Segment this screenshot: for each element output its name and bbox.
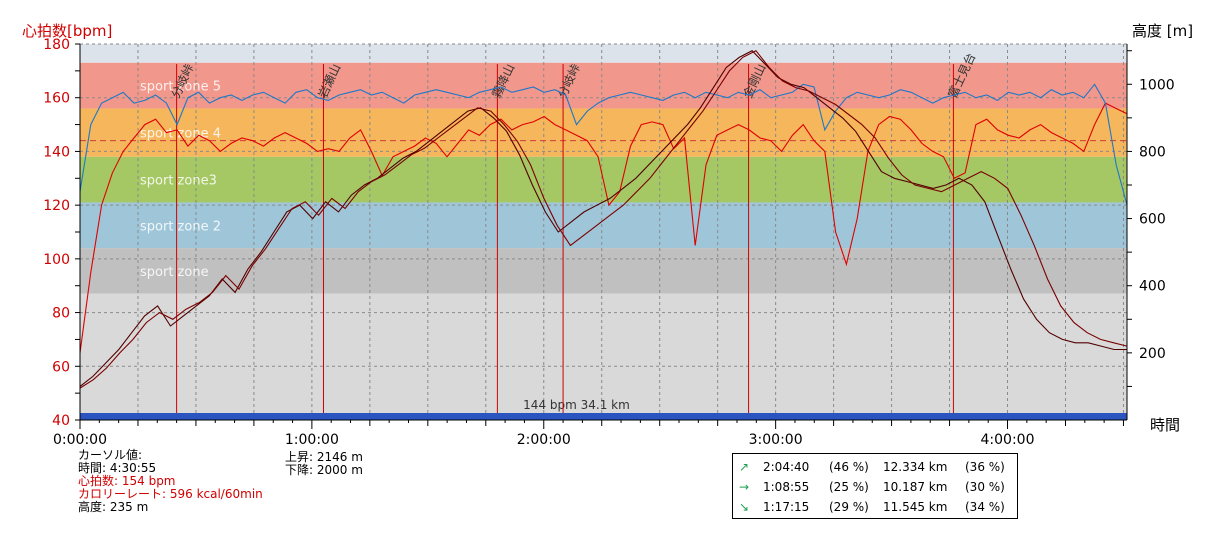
avg-label: 144 bpm 34.1 km — [523, 398, 630, 412]
cursor-info: カーソル値: 時間: 4:30:55 心拍数: 154 bpm カロリーレート:… — [78, 449, 263, 514]
series-line — [79, 50, 1128, 389]
y-tick-label-right: 800 — [1139, 144, 1166, 160]
stats-dpct: (36 %) — [965, 460, 1005, 474]
stats-arrow: ↗ — [739, 460, 750, 474]
stats-dpct: (34 %) — [965, 500, 1005, 514]
bottom-bar — [80, 413, 1127, 420]
series-line — [79, 102, 1128, 353]
zone-label: sport zone 2 — [140, 219, 221, 234]
zone-band — [80, 202, 1127, 249]
band-below-zones — [80, 293, 1127, 420]
descent-value: 下降: 2000 m — [285, 463, 363, 477]
y-tick-label-left: 160 — [43, 91, 70, 107]
heart-rate-value: 心拍数: 154 bpm — [78, 474, 176, 488]
series-line — [79, 83, 1128, 206]
y-tick-label-left: 120 — [43, 198, 70, 214]
stats-pct: (29 %) — [829, 500, 869, 514]
altitude-value: 高度: 235 m — [78, 500, 149, 514]
stats-dist: 11.545 km — [883, 500, 948, 514]
grid-lines: 144 bpm 34.1 km — [80, 43, 1127, 421]
series-lines — [79, 50, 1128, 389]
x-tick-label: 0:00:00 — [53, 432, 107, 448]
y-tick-label-left: 140 — [43, 144, 70, 160]
stats-row: → 1:08:55 (25 %) 10.187 km (30 %) — [733, 478, 1017, 496]
x-axis-title: 時間 — [1150, 416, 1180, 434]
y-axis-title-left: 心拍数[bpm] — [22, 22, 112, 40]
stats-dist: 12.334 km — [883, 460, 948, 474]
stats-row: ↗ 2:04:40 (46 %) 12.334 km (36 %) — [733, 458, 1017, 476]
stats-time: 1:08:55 — [763, 480, 810, 494]
ascent-descent: 上昇: 2146 m 下降: 2000 m — [285, 451, 363, 477]
stats-dpct: (30 %) — [965, 480, 1005, 494]
cursor-label: カーソル値: — [78, 448, 143, 462]
ascent-value: 上昇: 2146 m — [285, 450, 363, 464]
y-tick-label-right: 600 — [1139, 212, 1166, 228]
x-tick-label: 3:00:00 — [749, 432, 803, 448]
x-tick-label: 1:00:00 — [285, 432, 339, 448]
tick-labels: 40 60 80 100 120 140 160 180 200 400 600 800 1000 0:0… — [22, 22, 1193, 448]
stats-pct: (25 %) — [829, 480, 869, 494]
y-tick-label-left: 60 — [52, 359, 70, 375]
y-tick-label-left: 80 — [52, 306, 70, 322]
stats-dist: 10.187 km — [883, 480, 948, 494]
stats-time: 2:04:40 — [763, 460, 810, 474]
y-tick-label-left: 180 — [43, 37, 70, 53]
stats-row: ↘ 1:17:15 (29 %) 11.545 km (34 %) — [733, 498, 1017, 516]
stats-time: 1:17:15 — [763, 500, 810, 514]
axes — [75, 43, 1132, 429]
stats-arrow: → — [739, 480, 750, 494]
zone-label: sport zone3 — [140, 174, 217, 189]
y-tick-label-right: 200 — [1139, 346, 1166, 362]
x-tick-label: 2:00:00 — [517, 432, 571, 448]
zone-bands — [80, 44, 1127, 420]
zone-label: sport zone — [140, 265, 209, 280]
y-axis-title-right: 高度 [m] — [1132, 22, 1193, 40]
time-value: 時間: 4:30:55 — [78, 461, 157, 475]
y-tick-label-left: 100 — [43, 252, 70, 268]
y-tick-label-right: 400 — [1139, 279, 1166, 295]
x-tick-label: 4:00:00 — [981, 432, 1035, 448]
y-tick-label-right: 1000 — [1139, 77, 1175, 93]
y-tick-label-left: 40 — [52, 413, 70, 429]
segment-stats-box: ↗ 2:04:40 (46 %) 12.334 km (36 %) → 1:08:55 (25… — [732, 453, 1018, 519]
zone-band — [80, 248, 1127, 294]
calorie-rate-value: カロリーレート: 596 kcal/60min — [78, 487, 263, 501]
stats-arrow: ↘ — [739, 500, 750, 514]
zone-label: sport zone 5 — [140, 80, 221, 95]
band-above-zones — [80, 44, 1127, 63]
series-line — [79, 50, 1127, 387]
zone-band — [80, 108, 1127, 157]
stats-pct: (46 %) — [829, 460, 869, 474]
